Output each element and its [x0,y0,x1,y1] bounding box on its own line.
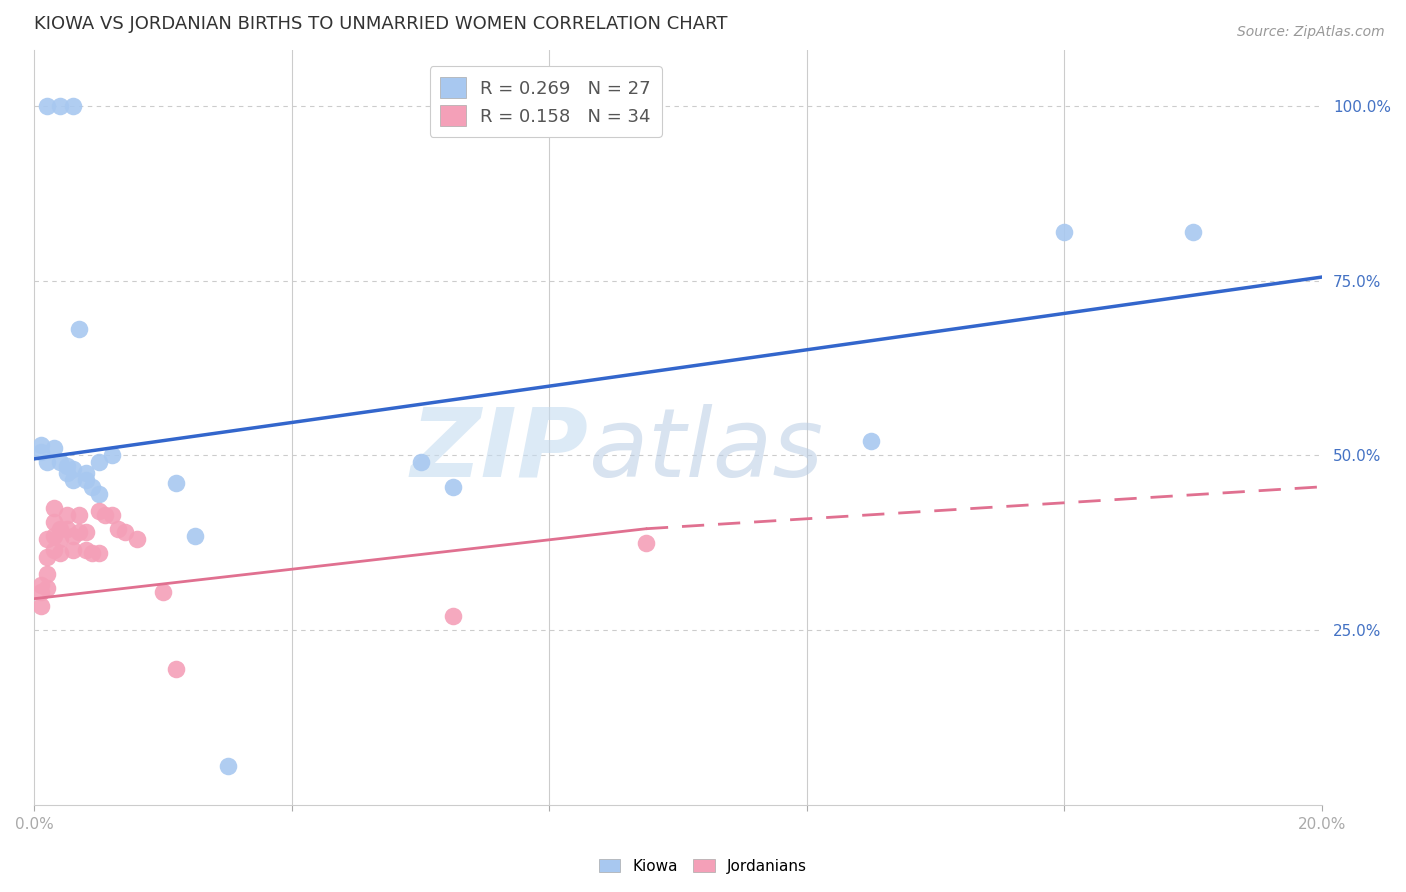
Point [42,529,65,543]
Point [37,455,59,469]
Point [87,546,110,560]
Point [100,448,122,462]
Point [30,577,52,591]
Point [114,525,136,540]
Point [67,525,90,540]
Point [62,99,84,113]
Point [62,542,84,557]
Point [67,322,90,336]
Point [42,442,65,456]
Point [1053,225,1076,239]
Point [30,438,52,452]
Point [409,455,432,469]
Point [42,542,65,557]
Point [94,508,117,522]
Point [30,584,52,599]
Point [75,525,97,540]
Point [165,662,187,676]
Point [82,480,104,494]
Point [441,480,464,494]
Point [1182,225,1205,239]
Text: Source: ZipAtlas.com: Source: ZipAtlas.com [1237,25,1385,39]
Point [100,508,122,522]
Point [49,533,72,547]
Point [860,434,883,449]
Point [75,466,97,480]
Point [55,508,77,522]
Point [67,508,90,522]
Text: ZIP: ZIP [411,403,588,497]
Point [30,599,52,613]
Point [107,522,129,536]
Point [37,567,59,582]
Point [152,584,174,599]
Point [37,533,59,547]
Point [42,515,65,529]
Point [37,549,59,564]
Text: atlas: atlas [588,403,823,497]
Point [217,759,239,773]
Point [634,535,657,549]
Point [75,473,97,487]
Point [49,546,72,560]
Point [55,458,77,473]
Point [49,455,72,469]
Point [62,462,84,476]
Point [37,581,59,595]
Point [62,473,84,487]
Point [75,542,97,557]
Point [55,466,77,480]
Point [30,445,52,459]
Point [184,529,207,543]
Point [49,522,72,536]
Point [62,529,84,543]
Point [87,455,110,469]
Point [87,487,110,501]
Point [49,99,72,113]
Point [441,609,464,624]
Text: KIOWA VS JORDANIAN BIRTHS TO UNMARRIED WOMEN CORRELATION CHART: KIOWA VS JORDANIAN BIRTHS TO UNMARRIED W… [34,15,728,33]
Point [42,500,65,515]
Legend: Kiowa, Jordanians: Kiowa, Jordanians [593,853,813,880]
Point [82,546,104,560]
Legend: R = 0.269   N = 27, R = 0.158   N = 34: R = 0.269 N = 27, R = 0.158 N = 34 [430,66,662,137]
Point [55,522,77,536]
Point [165,476,187,491]
Point [87,504,110,518]
Point [37,99,59,113]
Point [127,533,149,547]
